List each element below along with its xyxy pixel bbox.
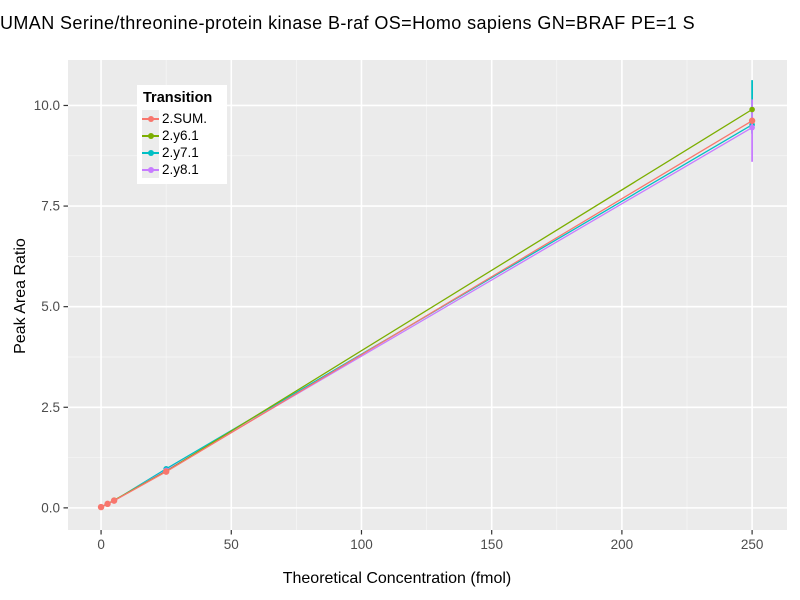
legend-item-label: 2.y7.1 xyxy=(162,145,199,160)
y-tick-label: 7.5 xyxy=(41,199,60,214)
legend-item-label: 2.y6.1 xyxy=(162,128,199,143)
data-point-2.SUM.[interactable] xyxy=(110,497,118,504)
chart-title: UMAN Serine/threonine-protein kinase B-r… xyxy=(0,13,695,33)
x-tick-label: 50 xyxy=(224,537,239,552)
legend-item-label: 2.SUM. xyxy=(162,111,208,126)
legend-item-sum[interactable]: 2.SUM. xyxy=(142,110,222,127)
legend-title: Transition xyxy=(143,90,213,106)
legend-item-y7[interactable]: 2.y7.1 xyxy=(142,144,222,161)
y-tick-label: 10.0 xyxy=(34,98,60,113)
legend-item-label: 2.y8.1 xyxy=(162,162,199,177)
legend-key-icon xyxy=(142,127,159,144)
y-tick-label: 2.5 xyxy=(41,400,60,415)
x-tick-label: 150 xyxy=(480,537,503,552)
x-axis-title: Theoretical Concentration (fmol) xyxy=(282,570,512,587)
legend-item-y6[interactable]: 2.y6.1 xyxy=(142,127,222,144)
data-point-2.SUM.[interactable] xyxy=(748,117,756,124)
x-tick-label: 0 xyxy=(97,537,105,552)
y-tick-label: 5.0 xyxy=(41,299,60,314)
data-point-2.y6.1[interactable] xyxy=(749,106,755,113)
data-point-2.SUM.[interactable] xyxy=(162,468,170,475)
data-point-2.SUM.[interactable] xyxy=(104,500,111,508)
legend-item-y8[interactable]: 2.y8.1 xyxy=(142,161,222,178)
x-tick-label: 200 xyxy=(611,537,634,552)
x-tick-label: 250 xyxy=(741,537,764,552)
y-tick-label: 0.0 xyxy=(41,500,60,515)
legend-key-icon xyxy=(142,161,159,178)
y-axis-title: Peak Area Ratio xyxy=(12,238,29,354)
legend: Transition 2.SUM. 2.y6.1 2.y7.1 2.y8.1 xyxy=(137,85,227,184)
legend-key-icon xyxy=(142,144,159,161)
legend-key-icon xyxy=(142,110,159,127)
data-point-2.y8.1[interactable] xyxy=(749,124,755,131)
x-tick-label: 100 xyxy=(350,537,373,552)
data-point-2.SUM.[interactable] xyxy=(97,503,105,511)
